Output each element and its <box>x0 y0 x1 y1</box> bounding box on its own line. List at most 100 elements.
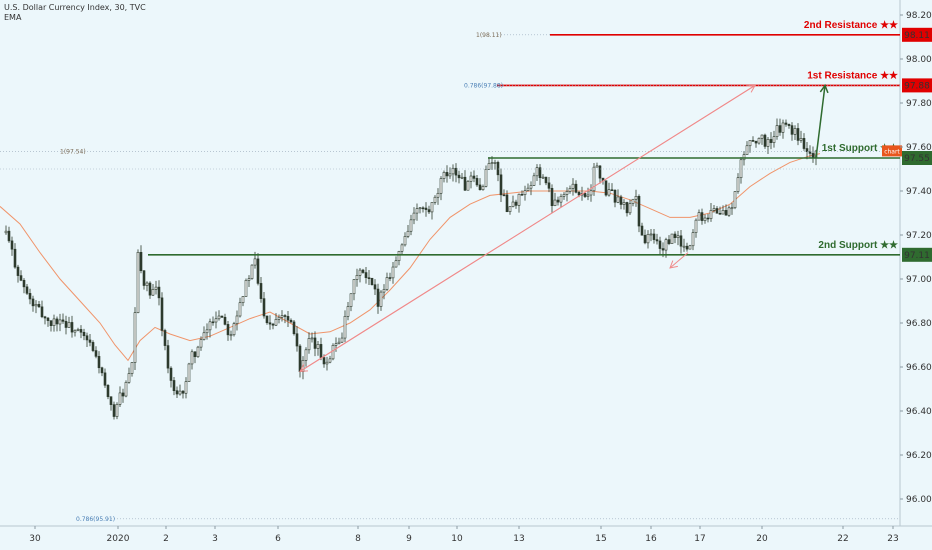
red-arrow-down-shaft <box>299 84 756 372</box>
candle-body <box>127 373 131 383</box>
candle-body <box>538 167 542 178</box>
candle-body <box>4 230 8 234</box>
candle-body <box>358 269 362 276</box>
candle-body <box>451 167 455 175</box>
candle-body <box>247 278 251 281</box>
candle-body <box>304 349 308 361</box>
candle-body <box>679 235 683 247</box>
candle-body <box>157 286 161 299</box>
candle-body <box>325 361 329 365</box>
x-tick-label: 16 <box>645 534 657 544</box>
candle-body <box>121 392 125 397</box>
candle-body <box>637 196 641 227</box>
candle-body <box>718 212 722 215</box>
candle-body <box>754 140 758 144</box>
candle-body <box>709 210 713 219</box>
grid <box>0 0 932 527</box>
x-tick-label: 3 <box>212 534 218 544</box>
candle-body <box>559 196 563 203</box>
candle-body <box>808 151 812 154</box>
candle-body <box>790 125 794 135</box>
candle-body <box>406 230 410 237</box>
candle-body <box>640 225 644 236</box>
candle-body <box>454 167 458 176</box>
candle-body <box>763 134 767 147</box>
candle-body <box>379 291 383 307</box>
candle-body <box>100 367 104 374</box>
candle-body <box>313 337 317 349</box>
candle-body <box>199 339 203 348</box>
candle-body <box>778 125 782 133</box>
candle-body <box>460 176 464 179</box>
candle-body <box>490 162 494 164</box>
candle-body <box>745 145 749 155</box>
candle-body <box>268 322 272 325</box>
candle-body <box>502 194 506 197</box>
candle-body <box>691 232 695 247</box>
candle-body <box>472 175 476 179</box>
candle-body <box>385 277 389 290</box>
candle-body <box>253 258 257 266</box>
candle-body <box>796 128 800 141</box>
x-tick-label: 10 <box>451 534 463 544</box>
candle-body <box>736 177 740 192</box>
candle-body <box>781 122 785 133</box>
candle-body <box>109 396 113 405</box>
candle-body <box>391 266 395 279</box>
candle-body <box>721 210 725 215</box>
candle-body <box>382 289 386 293</box>
candle-body <box>481 186 485 191</box>
candle-body <box>439 178 443 194</box>
candle-body <box>436 192 440 198</box>
candle-body <box>784 122 788 125</box>
candle-body <box>43 316 47 319</box>
candle-body <box>16 266 20 276</box>
candle-body <box>178 390 182 395</box>
candle-body <box>571 183 575 189</box>
candle-body <box>448 173 452 177</box>
candle-body <box>583 192 587 197</box>
level-label-2: 1st Support ★★ <box>822 143 898 154</box>
candle-body <box>619 196 623 205</box>
candle-body <box>85 335 89 341</box>
candle-body <box>151 289 155 296</box>
candle-body <box>22 280 26 288</box>
candle-body <box>103 372 107 386</box>
y-tick-label: 98.00 <box>906 55 932 65</box>
candle-body <box>646 234 650 244</box>
candle-body <box>367 277 371 279</box>
candle-body <box>79 329 83 333</box>
candle-body <box>52 318 56 326</box>
x-tick-label: 2020 <box>107 534 130 544</box>
candle-body <box>457 174 461 179</box>
level-price-tag-2 <box>902 151 932 165</box>
candle-body <box>91 342 95 351</box>
candle-body <box>703 217 707 221</box>
candle-body <box>319 344 323 358</box>
candle-body <box>610 189 614 192</box>
candle-body <box>688 245 692 250</box>
candle-body <box>355 275 359 280</box>
candle-body <box>214 318 218 323</box>
x-tick-label: 13 <box>513 534 524 544</box>
candle-body <box>523 190 527 195</box>
candle-body <box>589 190 593 196</box>
candle-body <box>724 210 728 216</box>
y-tick-label: 96.60 <box>906 363 932 373</box>
candle-body <box>19 275 23 281</box>
candle-body <box>277 316 281 320</box>
candle-body <box>445 172 449 177</box>
candle-body <box>37 304 41 308</box>
candle-body <box>658 240 662 249</box>
candle-body <box>769 139 773 143</box>
candle-body <box>340 337 344 343</box>
candle-body <box>397 251 401 262</box>
red-arrow-small-head <box>669 260 678 269</box>
candle-body <box>97 356 101 369</box>
candle-body <box>628 203 632 214</box>
candle-body <box>235 315 239 324</box>
candle-body <box>568 188 572 192</box>
candle-body <box>733 191 737 209</box>
candle-body <box>664 239 668 251</box>
